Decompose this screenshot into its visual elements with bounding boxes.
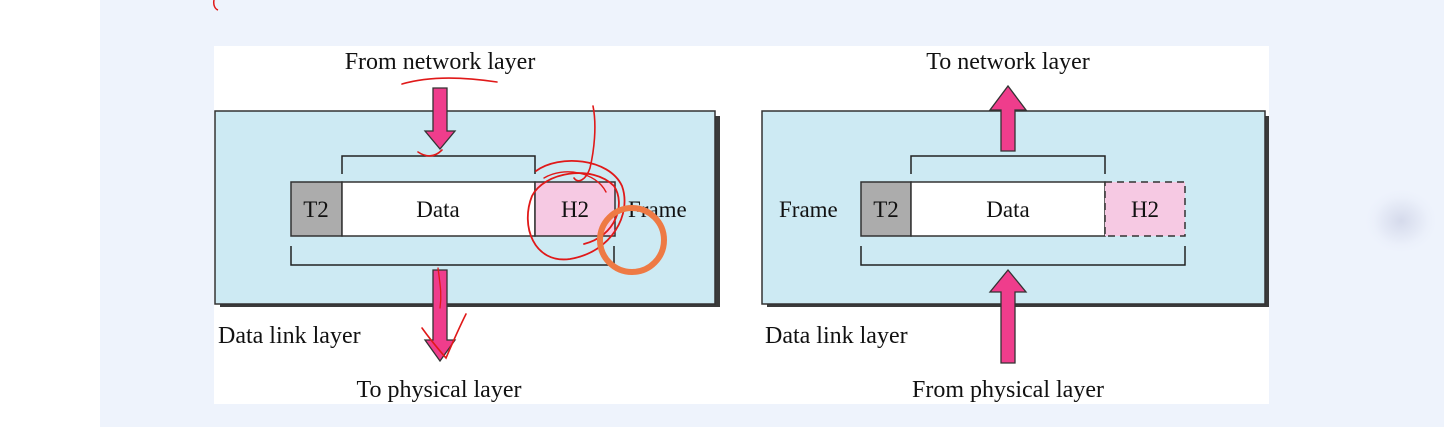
sender-data-label: Data — [416, 197, 459, 222]
receiver-frame-bracket — [860, 246, 1186, 266]
check-annotation-bottom — [421, 313, 467, 360]
orange-circle-annotation — [597, 205, 667, 275]
receiver-header-label: H2 — [1131, 197, 1159, 222]
receiver-up-arrow-top — [988, 84, 1028, 152]
data-link-layer-diagram: T2 Data H2 Frame From network layer Data… — [214, 49, 1269, 403]
line-annotation-bottom — [437, 267, 442, 309]
receiver-bottom-label: From physical layer — [912, 377, 1104, 403]
scribble-circle-annotation — [527, 160, 626, 261]
sender-data-bracket — [341, 155, 536, 174]
receiver-top-label: To network layer — [926, 49, 1090, 75]
sender-trailer-cell — [290, 181, 343, 237]
receiver-data-label: Data — [986, 197, 1029, 222]
cursor-blur-spot — [1366, 190, 1436, 252]
sender-bottom-label: To physical layer — [357, 377, 522, 403]
pointer-annotation — [573, 105, 596, 182]
receiver-header-cell — [1104, 181, 1186, 237]
sender-panel: T2 Data H2 Frame From network layer Data… — [214, 49, 720, 403]
receiver-layer-label: Data link layer — [765, 323, 908, 349]
sender-header-label: H2 — [561, 197, 589, 222]
pen-annotations — [401, 77, 667, 360]
receiver-trailer-label: T2 — [873, 197, 899, 222]
sender-trailer-label: T2 — [303, 197, 329, 222]
receiver-data-cell — [910, 181, 1106, 237]
sender-down-arrow-top — [423, 87, 457, 151]
figure-panel: T2 Data H2 Frame From network layer Data… — [214, 46, 1269, 404]
sender-frame-bracket — [290, 246, 615, 266]
tick-annotation-top — [417, 149, 443, 157]
stray-pen-mark — [213, 0, 219, 11]
receiver-frame-label: Frame — [779, 197, 838, 222]
sender-layer-label: Data link layer — [218, 323, 361, 349]
scribble-inner-annotation — [543, 171, 607, 193]
underline-annotation — [401, 77, 498, 85]
sender-top-label: From network layer — [345, 49, 536, 75]
receiver-panel: Frame T2 Data H2 To network layer Data l… — [761, 49, 1269, 403]
receiver-data-bracket — [910, 155, 1106, 174]
receiver-trailer-cell — [860, 181, 912, 237]
receiver-up-arrow-bottom — [988, 268, 1028, 364]
